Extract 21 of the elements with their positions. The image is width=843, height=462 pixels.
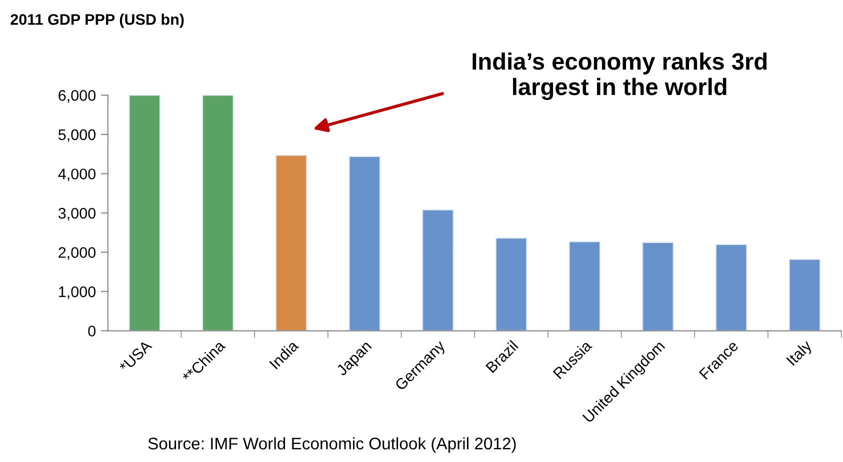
bar [642,242,674,331]
bar [348,156,381,331]
y-tick-label: 5,000 [58,129,96,142]
bar [422,209,454,331]
bar [128,95,161,331]
y-tick-label: 2,000 [58,247,96,260]
y-tick-label: 4,000 [58,168,96,182]
y-tick-label: 1,000 [59,286,96,300]
x-tick-label: Italy [786,339,815,368]
chart-title: 2011 GDP PPP (USD bn) [10,14,184,28]
y-tick-label: 6,000 [58,90,96,103]
source-note: Source: IMF World Economic Outlook (April 2012) [148,437,516,453]
bar [788,258,821,331]
bar [202,95,234,331]
bar [568,241,601,331]
y-tick-label: 0 [88,326,96,336]
bar [275,154,308,331]
annotation: India’s economy ranks 3rd largest in the world [472,52,767,100]
y-tick-label: 3,000 [58,208,96,220]
bar [495,238,528,331]
bar [715,244,748,331]
